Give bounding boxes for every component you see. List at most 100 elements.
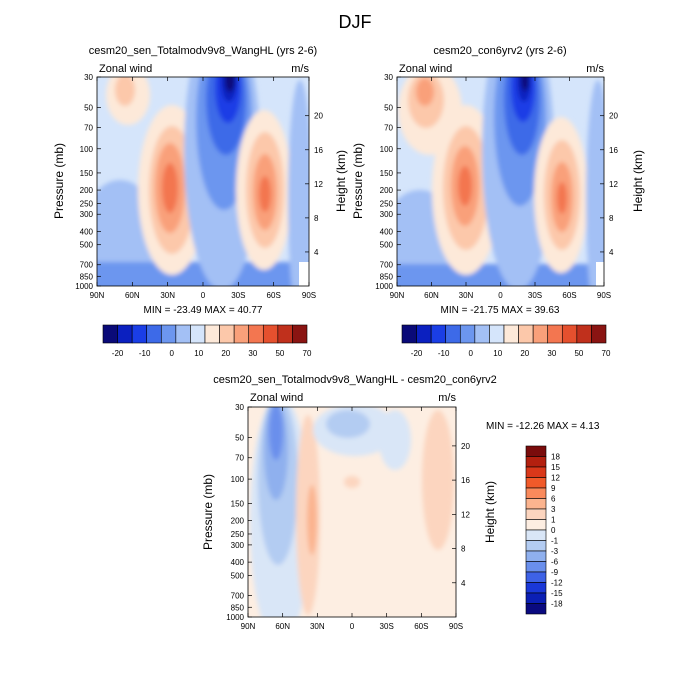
y-tick-label: 70 <box>84 124 93 133</box>
x-tick-label: 30N <box>459 291 474 300</box>
colorbar-box <box>561 324 578 344</box>
colorbar-label: 1 <box>551 516 556 525</box>
field-contour <box>344 476 360 488</box>
colorbar-box <box>525 519 547 531</box>
panel-sen-ylabel-right: Height (km) <box>334 150 348 212</box>
panel-diff-ylabel-right: Height (km) <box>483 481 497 543</box>
colorbar-box <box>248 324 264 344</box>
colorbar-label: -12 <box>551 579 563 588</box>
field-contour <box>225 77 235 92</box>
panel-con-field <box>397 77 604 286</box>
y-tick-label: 100 <box>80 145 94 154</box>
y-tick-label: 250 <box>380 199 394 208</box>
y-tick-label: 850 <box>231 603 245 612</box>
x-tick-label: 30S <box>231 291 245 300</box>
panel-con-axes: 90N 60N 30N 0 30S 60S 90S 30 50 70 100 150 200 250 300… <box>375 73 618 300</box>
panel-sen-left-label: Zonal wind <box>99 63 152 75</box>
y-tick-label: 70 <box>235 454 244 463</box>
y-tick-right-label: 20 <box>461 442 470 451</box>
figure-title: DJF <box>339 12 372 32</box>
y-tick-right-label: 12 <box>609 180 618 189</box>
field-contour <box>557 182 567 214</box>
colorbar-label: -18 <box>551 600 563 609</box>
field-contour <box>521 77 529 91</box>
colorbar-label: 6 <box>551 495 556 504</box>
colorbar-box <box>525 603 547 615</box>
y-tick-label: 50 <box>235 434 244 443</box>
panel-diff-field <box>248 407 456 617</box>
colorbar-label: 12 <box>551 474 560 483</box>
colorbar-label: -10 <box>139 349 151 358</box>
colorbar-label: -20 <box>411 349 423 358</box>
colorbar-box <box>547 324 563 344</box>
colorbar-label: 9 <box>551 484 556 493</box>
panel-con: cesm20_con6yrv2 (yrs 2-6) Zonal wind m/s <box>351 45 645 358</box>
panel-diff-axes: 90N 60N 30N 0 30S 60S 90S 30 50 70 100 150 200 250 300… <box>226 403 470 631</box>
x-tick-label: 30N <box>160 291 175 300</box>
colorbar-label: -6 <box>551 558 559 567</box>
panel-diff: cesm20_sen_Totalmodv9v8_WangHL - cesm20_… <box>201 374 600 631</box>
field-contour <box>397 264 604 286</box>
x-tick-label: 60N <box>275 622 290 631</box>
y-tick-label: 400 <box>380 227 394 236</box>
colorbar-box <box>525 540 547 552</box>
y-tick-label: 1000 <box>375 282 393 291</box>
colorbar-label: 50 <box>275 349 284 358</box>
y-tick-label: 50 <box>384 103 393 112</box>
colorbar-box <box>430 324 447 344</box>
x-tick-label: 30N <box>310 622 325 631</box>
colorbar-box <box>518 324 534 344</box>
colorbar-box <box>525 498 547 510</box>
y-tick-right-label: 16 <box>314 146 323 155</box>
y-tick-label: 850 <box>380 272 394 281</box>
colorbar-box <box>401 324 417 344</box>
y-tick-right-label: 4 <box>314 248 319 257</box>
field-contour <box>326 410 370 438</box>
y-tick-right-label: 8 <box>314 214 319 223</box>
colorbar-box <box>525 592 547 604</box>
x-tick-label: 90N <box>390 291 405 300</box>
colorbar-label: 15 <box>551 463 560 472</box>
colorbar-label: -9 <box>551 568 559 577</box>
y-tick-label: 250 <box>231 530 245 539</box>
colorbar-box <box>525 550 547 562</box>
field-contour <box>458 166 472 206</box>
colorbar-box <box>532 324 549 344</box>
y-tick-label: 500 <box>231 571 245 580</box>
field-contour <box>115 77 135 106</box>
y-tick-label: 250 <box>80 199 94 208</box>
x-tick-label: 60S <box>414 622 428 631</box>
x-tick-label: 90S <box>302 291 316 300</box>
y-tick-label: 300 <box>80 210 94 219</box>
colorbar-box <box>292 324 308 344</box>
panel-diff-units-label: m/s <box>438 392 456 404</box>
y-tick-right-label: 8 <box>609 214 614 223</box>
x-tick-label: 60S <box>267 291 281 300</box>
colorbar-label: 3 <box>551 505 556 514</box>
colorbar-label: 20 <box>221 349 230 358</box>
colorbar-label: -20 <box>112 349 124 358</box>
colorbar-box <box>525 477 547 489</box>
panel-con-units-label: m/s <box>586 63 604 75</box>
panel-con-left-label: Zonal wind <box>399 63 452 75</box>
colorbar-label: -3 <box>551 547 559 556</box>
x-tick-label: 60N <box>125 291 140 300</box>
colorbar-box <box>131 324 148 344</box>
colorbar-label: 30 <box>248 349 257 358</box>
y-tick-right-label: 16 <box>609 146 618 155</box>
y-tick-label: 150 <box>231 499 245 508</box>
y-tick-label: 200 <box>380 186 394 195</box>
colorbar-box <box>576 324 592 344</box>
field-contour <box>259 176 271 212</box>
colorbar-label: 20 <box>520 349 529 358</box>
colorbar-box <box>525 487 547 499</box>
x-tick-label: 0 <box>201 291 206 300</box>
colorbar-box <box>219 324 235 344</box>
colorbar-box <box>146 324 162 344</box>
colorbar-label: 0 <box>468 349 473 358</box>
panel-sen-field <box>97 77 309 286</box>
y-tick-right-label: 4 <box>461 579 466 588</box>
y-tick-right-label: 4 <box>609 248 614 257</box>
colorbar-box <box>190 324 206 344</box>
